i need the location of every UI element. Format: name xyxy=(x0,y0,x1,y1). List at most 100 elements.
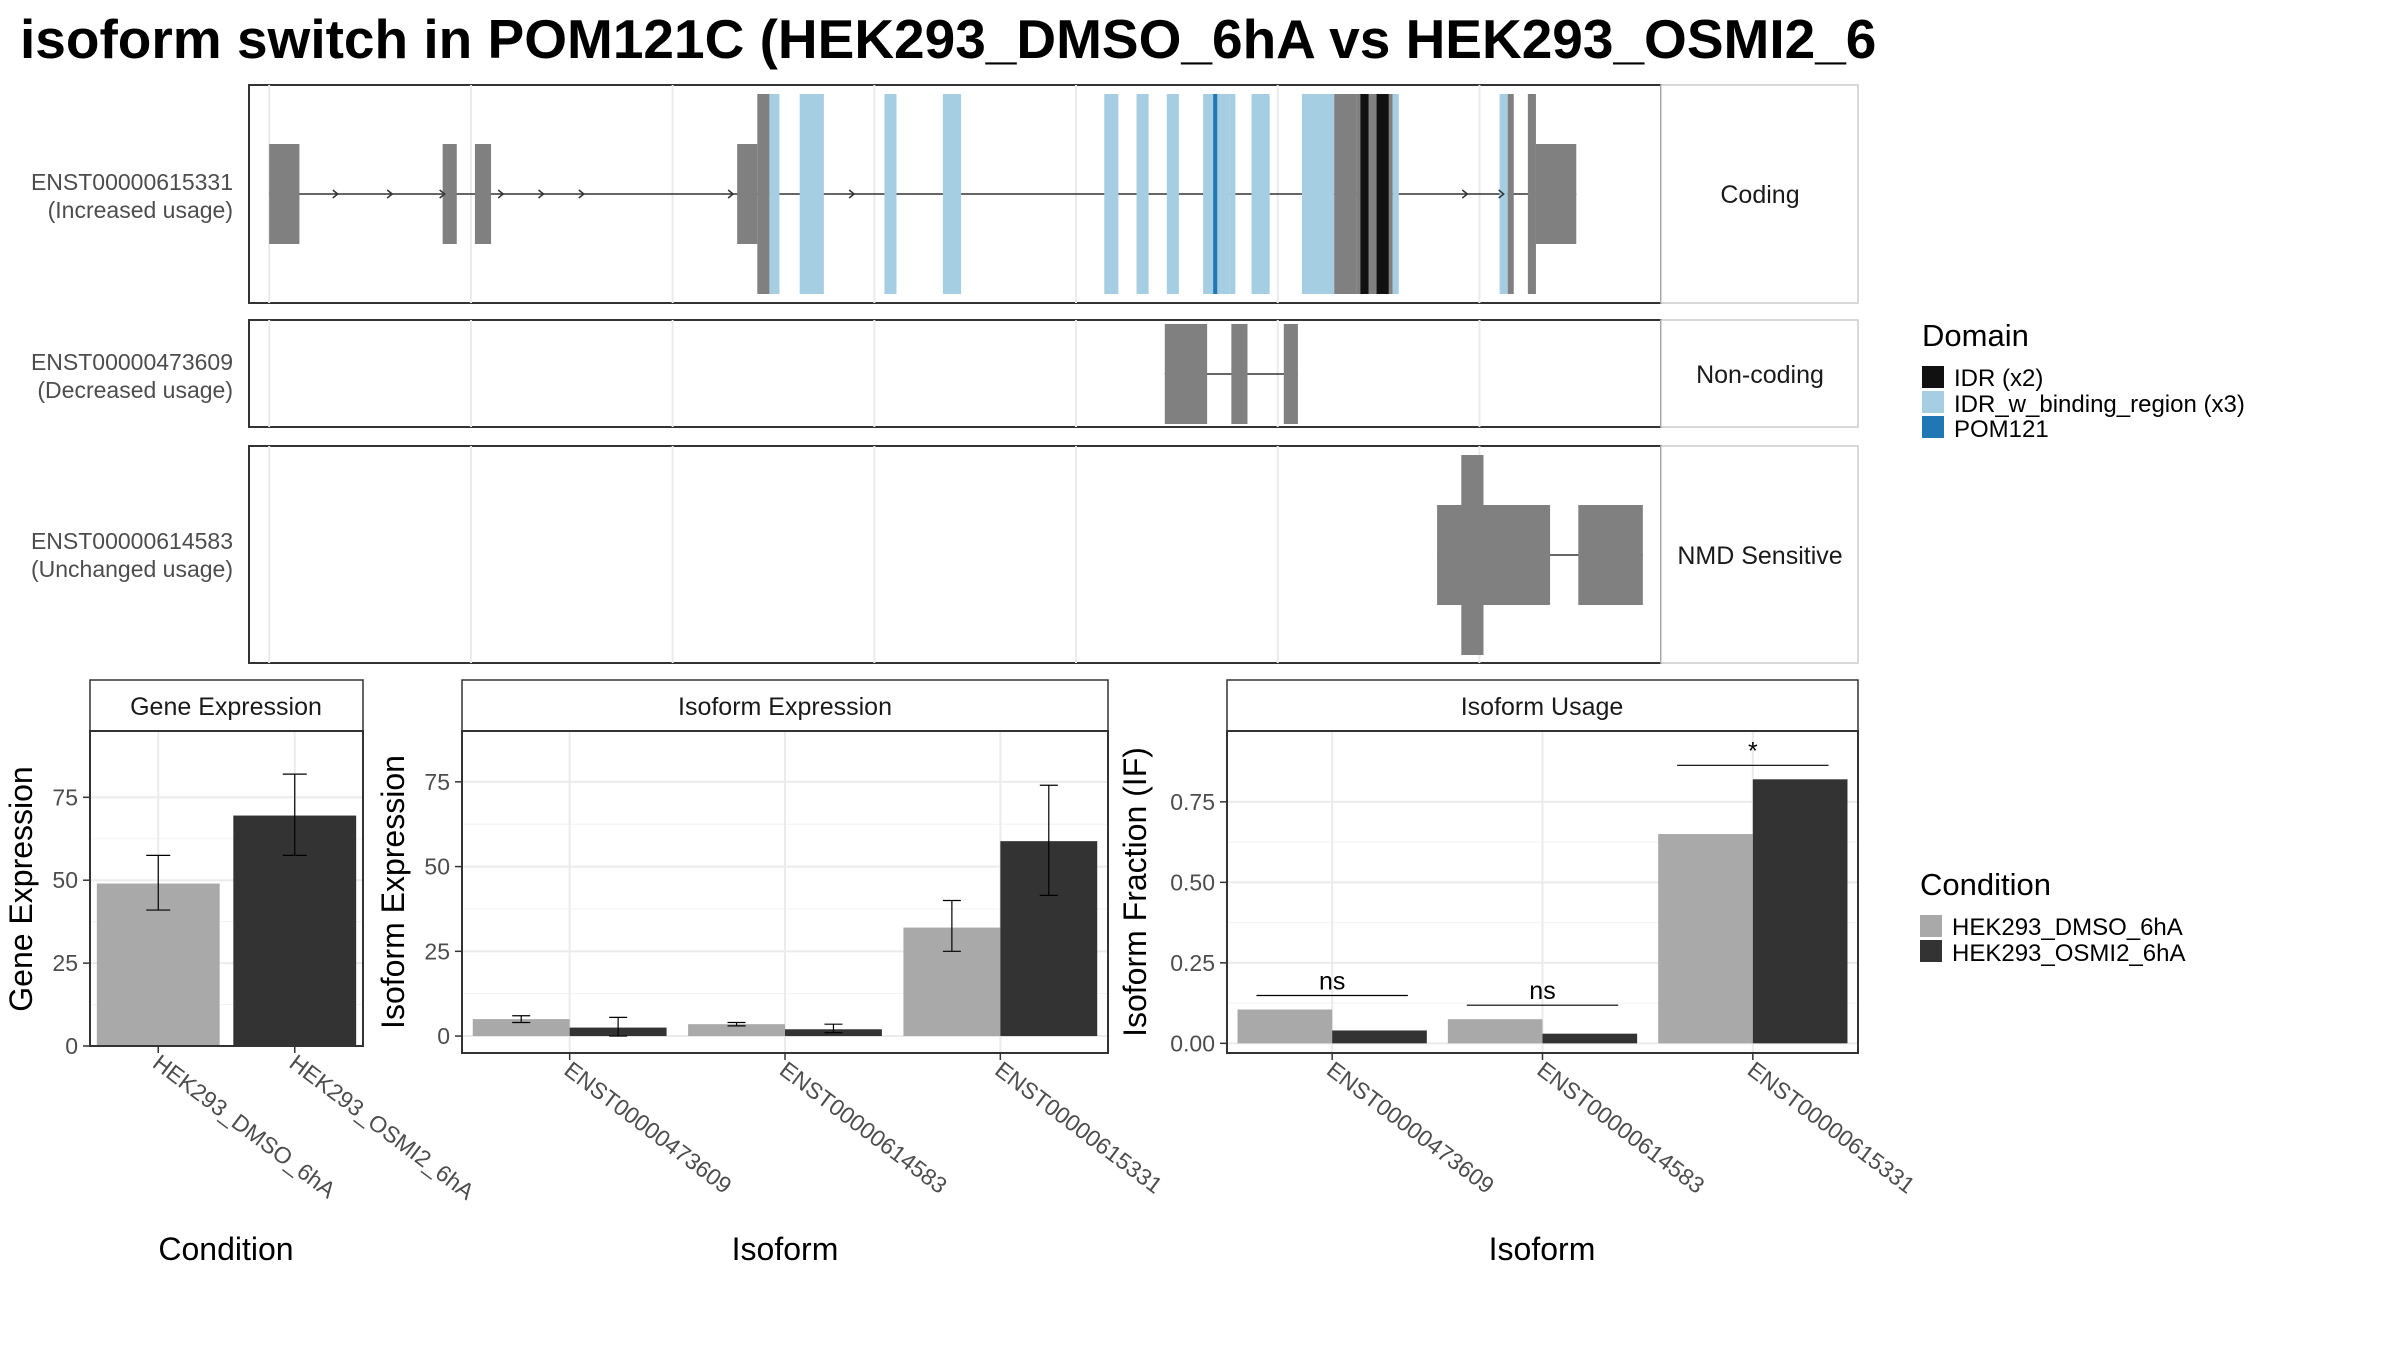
cds-segment xyxy=(757,94,770,294)
category-strip xyxy=(1660,445,1859,664)
legend-swatch xyxy=(1922,391,1944,413)
bar xyxy=(1332,1030,1427,1044)
idr_binding-segment xyxy=(1301,94,1335,294)
isoform-id-label: ENST00000473609 xyxy=(31,349,233,375)
strand-arrow xyxy=(538,189,545,199)
legend-label: POM121 xyxy=(1954,416,2049,443)
x-axis-title: Condition xyxy=(158,1231,293,1267)
y-tick-label: 0.50 xyxy=(1170,869,1215,895)
isoform-id-label: ENST00000614583 xyxy=(31,528,233,554)
bar xyxy=(1542,1033,1638,1044)
exon xyxy=(1231,324,1248,424)
idr_binding-segment xyxy=(1392,94,1399,294)
legend-swatch xyxy=(1920,915,1942,937)
idr_binding-segment xyxy=(1229,94,1236,294)
isoform-usage-chart: Isoform Usage 0.00 0.25 0.50 0.75 ns ns * ENST0… xyxy=(1117,679,1920,1267)
category-strip xyxy=(1660,319,1859,428)
idr_binding-segment xyxy=(1251,94,1270,294)
strand-arrow xyxy=(386,189,394,199)
x-axis-title: Isoform xyxy=(732,1231,839,1267)
transcript-gridlines xyxy=(268,320,1481,427)
bar xyxy=(1752,779,1848,1044)
y-tick-label: 0 xyxy=(65,1033,78,1059)
strand-arrow xyxy=(727,189,735,199)
exon xyxy=(442,144,457,244)
exon xyxy=(474,144,492,244)
y-tick-label: 50 xyxy=(52,867,78,893)
cds-segment xyxy=(1334,94,1357,294)
legend-swatch xyxy=(1920,940,1942,962)
bar xyxy=(688,1024,785,1037)
idr_binding-segment xyxy=(1166,94,1179,294)
domain-legend-title: Domain xyxy=(1922,318,2029,353)
transcript-features xyxy=(269,94,1577,294)
category-strip xyxy=(1660,84,1859,304)
y-tick-label: 0 xyxy=(437,1023,450,1049)
chart-title: Isoform Expression xyxy=(678,693,892,721)
idr_binding-segment xyxy=(799,94,824,294)
exon xyxy=(1164,324,1208,424)
exon xyxy=(269,144,300,244)
idr_binding-segment xyxy=(1104,94,1119,294)
strand-arrow xyxy=(848,189,856,199)
x-tick-label: ENST00000615331 xyxy=(990,1056,1167,1198)
figure-title: isoform switch in POM121C (HEK293_DMSO_6… xyxy=(20,8,1876,70)
transcript-panel-1: Coding ENST00000615331 (Increased usage) xyxy=(31,84,1859,304)
legend-label: HEK293_OSMI2_6hA xyxy=(1952,940,2185,967)
x-tick-label: ENST00000615331 xyxy=(1743,1056,1920,1198)
transcript-features xyxy=(1437,455,1643,655)
transcript-plot-border xyxy=(248,445,1662,664)
condition-legend: Condition HEK293_DMSO_6hA HEK293_OSMI2_6… xyxy=(1920,867,2185,967)
strand-arrow xyxy=(1498,189,1505,199)
chart-title: Isoform Usage xyxy=(1461,693,1624,721)
bar xyxy=(1658,834,1753,1044)
strand-arrow xyxy=(497,189,505,199)
idr_binding-segment xyxy=(942,94,962,294)
isoform-category: Non-coding xyxy=(1696,361,1824,389)
exon xyxy=(1578,505,1643,605)
legend-swatch xyxy=(1922,366,1944,388)
y-axis-title: Isoform Expression xyxy=(375,755,411,1029)
isoform-usage-label: (Unchanged usage) xyxy=(31,556,233,582)
significance-label: ns xyxy=(1319,968,1345,996)
isoform-category: Coding xyxy=(1720,181,1799,209)
chart-marks: 0 25 50 75 ENST00000473609 ENST00000614583 ENS… xyxy=(424,731,1167,1199)
strand-arrow xyxy=(578,189,586,199)
x-tick-label: ENST00000614583 xyxy=(775,1056,952,1198)
isoform-category: NMD Sensitive xyxy=(1677,542,1842,570)
condition-legend-title: Condition xyxy=(1920,867,2051,902)
cds-segment xyxy=(1527,94,1536,294)
facet-strip xyxy=(89,679,364,732)
transcript-plot-border xyxy=(248,319,1662,428)
legend-label: HEK293_DMSO_6hA xyxy=(1952,914,2183,941)
x-tick-label: ENST00000473609 xyxy=(1322,1056,1499,1198)
plot-border xyxy=(89,730,364,1047)
isoform-expression-chart: Isoform Expression 0 25 50 75 ENST0000047360… xyxy=(375,679,1167,1267)
idr_binding-segment xyxy=(769,94,780,294)
plot-border xyxy=(461,730,1109,1054)
strand-arrow xyxy=(439,189,446,199)
transcript-panel-2: Non-coding ENST00000473609 (Decreased us… xyxy=(31,319,1859,428)
isoform-usage-label: (Decreased usage) xyxy=(37,377,233,403)
idr-segment xyxy=(1376,94,1389,294)
y-tick-label: 25 xyxy=(424,938,450,964)
plot-border xyxy=(1226,730,1859,1054)
domain-legend: Domain IDR (x2) IDR_w_binding_region (x3… xyxy=(1922,318,2245,443)
pom121-segment xyxy=(1213,94,1218,294)
idr_binding-segment xyxy=(1136,94,1149,294)
idr_binding-segment xyxy=(884,94,897,294)
bar xyxy=(1447,1019,1543,1044)
facet-strip xyxy=(461,679,1109,732)
legend-swatch xyxy=(1922,416,1944,438)
y-tick-label: 0.00 xyxy=(1170,1030,1215,1056)
cds-segment xyxy=(1507,94,1514,294)
y-tick-label: 25 xyxy=(52,950,78,976)
idr-segment xyxy=(1360,94,1369,294)
y-tick-label: 75 xyxy=(52,784,78,810)
transcript-panel-3: NMD Sensitive ENST00000614583 (Unchanged… xyxy=(31,445,1859,664)
transcript-features xyxy=(1164,324,1298,424)
exon xyxy=(1283,324,1298,424)
x-tick-label: ENST00000473609 xyxy=(560,1056,737,1198)
